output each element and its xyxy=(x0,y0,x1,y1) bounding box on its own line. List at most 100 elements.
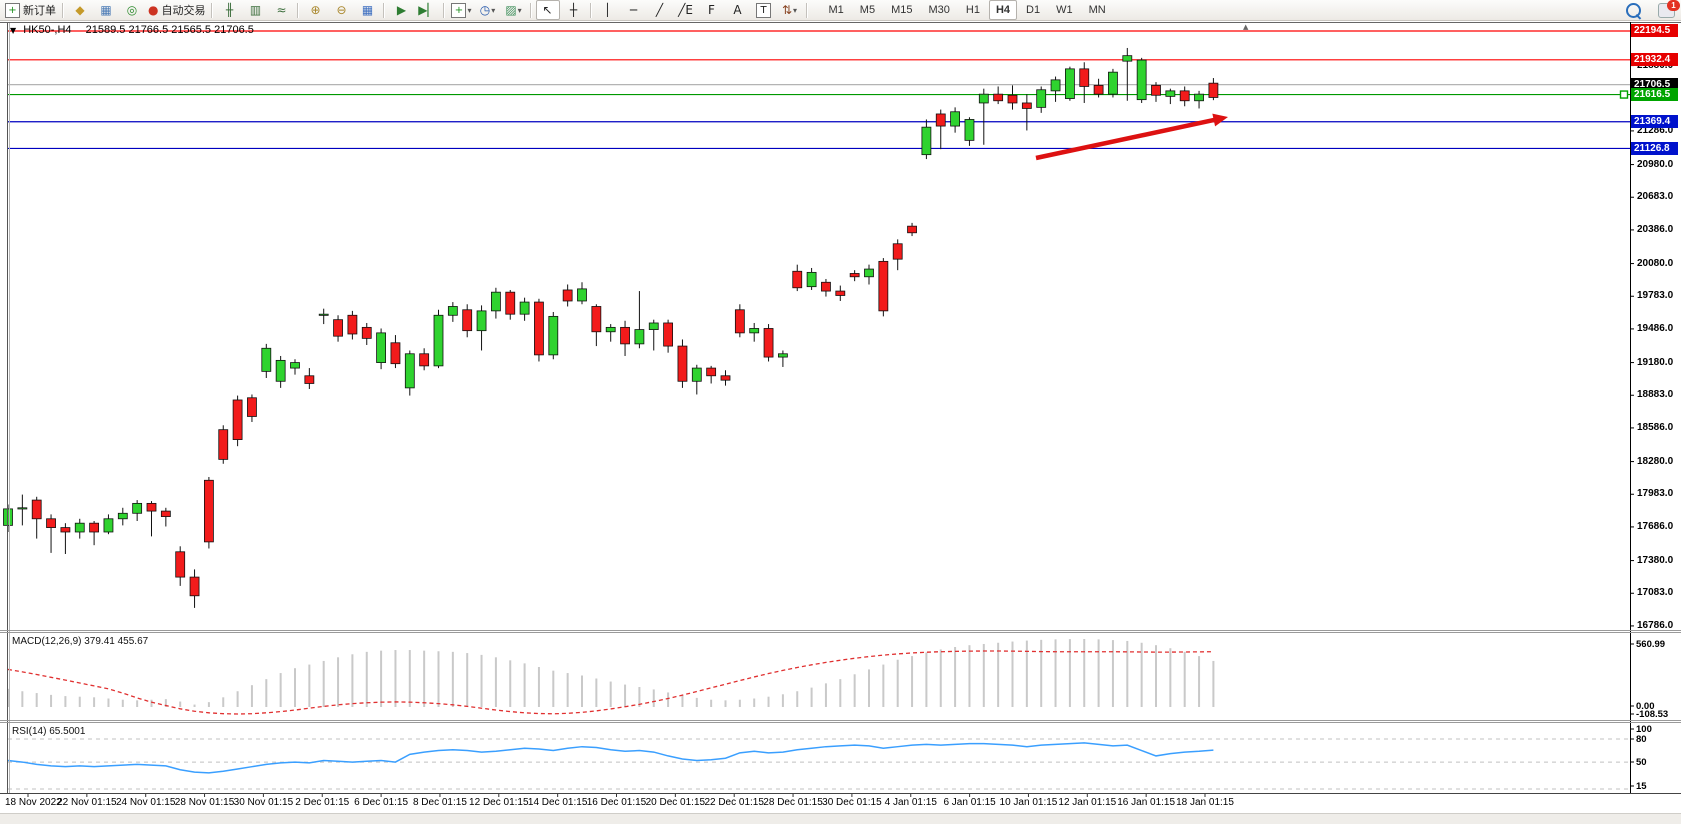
timeframe-w1-button[interactable]: W1 xyxy=(1056,4,1073,16)
timeframe-toolbar: M1 M5 M15 M30 H1 H4 D1 W1 MN xyxy=(821,0,1114,20)
arrows-button[interactable]: ⇅ ▾ xyxy=(778,0,802,20)
timeframe-h1-button[interactable]: H1 xyxy=(965,4,980,16)
macd-bar xyxy=(681,695,684,707)
auto-scroll-button[interactable]: ▶ xyxy=(389,0,413,20)
search-button[interactable] xyxy=(1621,0,1645,20)
candle-body xyxy=(1122,55,1133,62)
candle-body xyxy=(605,326,616,333)
horizontal-line-button[interactable]: ─ xyxy=(622,0,646,20)
toolbar-separator xyxy=(529,2,532,18)
chart-shift-button[interactable]: ▶▏ xyxy=(415,0,439,20)
macd-tick-label: 0.00 xyxy=(1636,701,1655,712)
candle-body xyxy=(792,270,803,289)
date-label: 24 Nov 01:15 xyxy=(115,797,176,808)
autotrading-icon: ● xyxy=(148,3,159,17)
date-label: 12 Dec 01:15 xyxy=(469,797,529,808)
candle-body xyxy=(577,288,587,302)
zoom-out-button[interactable]: ⊖ xyxy=(329,0,353,20)
templates-button[interactable]: ▨ ▾ xyxy=(502,0,526,20)
timeframe-h4-button[interactable]: H4 xyxy=(988,0,1017,20)
new-order-button[interactable]: + 新订单 xyxy=(3,0,58,20)
macd-bar xyxy=(566,673,569,707)
price-line-badge: 21126.8 xyxy=(1631,141,1678,155)
trend-arrow[interactable] xyxy=(1035,116,1219,161)
zoom-in-button[interactable]: ⊕ xyxy=(303,0,327,20)
price-line-badge: 21932.4 xyxy=(1631,53,1678,67)
fibonacci-button[interactable]: F xyxy=(700,0,724,20)
candle-body xyxy=(663,322,673,347)
date-label: 14 Dec 01:15 xyxy=(527,797,588,808)
line-handle[interactable] xyxy=(1619,90,1629,99)
trendline-icon: ╱ xyxy=(655,3,664,17)
macd-bar xyxy=(480,654,483,707)
date-label: 2 Dec 01:15 xyxy=(295,797,350,808)
macd-bar xyxy=(50,694,53,707)
indicators-icon: + xyxy=(451,2,467,18)
candlestick-chart-button[interactable]: ▥ xyxy=(243,0,267,20)
macd-bar xyxy=(193,704,196,707)
macd-bar xyxy=(796,691,799,707)
equidistant-channel-button[interactable]: ╱E xyxy=(674,0,698,20)
macd-bar xyxy=(150,699,153,707)
timeframe-m30-button[interactable]: M30 xyxy=(928,4,950,16)
panel-collapse-icon[interactable]: ▲ xyxy=(1243,23,1249,31)
autotrading-button[interactable]: ● 自动交易 xyxy=(146,0,207,20)
candle-body xyxy=(505,291,516,315)
macd-label: MACD(12,26,9) 379.41 455.67 xyxy=(12,636,149,647)
navigator-button[interactable]: ▦ xyxy=(94,0,118,20)
toolbar-separator xyxy=(211,2,214,18)
crosshair-button[interactable]: ┼ xyxy=(562,0,586,20)
chat-icon[interactable]: 1 xyxy=(1658,0,1680,18)
candle-body xyxy=(921,126,932,156)
macd-bar xyxy=(394,650,397,707)
candle-body xyxy=(849,273,860,278)
tile-windows-button[interactable]: ▦ xyxy=(355,0,379,20)
indicators-button[interactable]: + ▾ xyxy=(449,0,473,20)
bar-chart-button[interactable]: ╫ xyxy=(217,0,241,20)
toolbar-separator xyxy=(297,2,300,18)
text-label-button[interactable]: T xyxy=(752,0,776,20)
timeframe-m1-button[interactable]: M1 xyxy=(828,4,844,16)
macd-bar xyxy=(997,642,1000,707)
macd-bar xyxy=(537,667,540,707)
timeframe-mn-button[interactable]: MN xyxy=(1088,4,1106,16)
candles-layer[interactable] xyxy=(3,47,1219,608)
text-button[interactable]: A xyxy=(726,0,750,20)
chart-dropdown-icon[interactable]: ▼ xyxy=(10,26,17,35)
timeframe-m5-button[interactable]: M5 xyxy=(859,4,876,16)
vertical-line-button[interactable]: │ xyxy=(596,0,620,20)
zoom-out-icon: ⊖ xyxy=(336,3,347,17)
candle-body xyxy=(17,507,28,510)
terminal-button[interactable]: ◎ xyxy=(120,0,144,20)
macd-bar xyxy=(839,679,842,707)
timeframe-m15-button[interactable]: M15 xyxy=(891,4,913,16)
candle-body xyxy=(935,113,946,127)
chevron-down-icon[interactable]: ▾ xyxy=(793,5,798,15)
candle-body xyxy=(404,353,415,389)
chart-title: ▼ HK50-,H4 21589.5 21766.5 21565.5 21706… xyxy=(10,24,254,36)
market-watch-button[interactable]: ◆ xyxy=(68,0,92,20)
candle-body xyxy=(1093,84,1104,95)
candle-body xyxy=(864,268,874,278)
chevron-down-icon[interactable]: ▾ xyxy=(467,5,472,15)
fibonacci-icon: F xyxy=(708,3,715,17)
macd-bar xyxy=(21,691,24,707)
cursor-button[interactable]: ↖ xyxy=(535,0,560,20)
candle-body xyxy=(89,522,99,533)
date-label: 28 Nov 01:15 xyxy=(174,797,235,808)
rsi-tick-label: 15 xyxy=(1636,781,1647,792)
macd-bar xyxy=(294,668,296,707)
candle-body xyxy=(749,328,760,334)
chevron-down-icon[interactable]: ▾ xyxy=(491,5,496,15)
periods-button[interactable]: ◷ ▾ xyxy=(476,0,500,20)
price-tick-label: 17083.0 xyxy=(1637,587,1674,599)
ohlc-values: 21589.5 21766.5 21565.5 21706.5 xyxy=(85,24,254,36)
line-chart-button[interactable]: ≈ xyxy=(269,0,293,20)
trendline-button[interactable]: ╱ xyxy=(648,0,672,20)
timeframe-d1-button[interactable]: D1 xyxy=(1026,4,1041,16)
chevron-down-icon[interactable]: ▾ xyxy=(517,5,522,15)
macd-bar xyxy=(78,696,81,707)
macd-bar xyxy=(207,702,210,707)
candle-body xyxy=(691,367,702,382)
